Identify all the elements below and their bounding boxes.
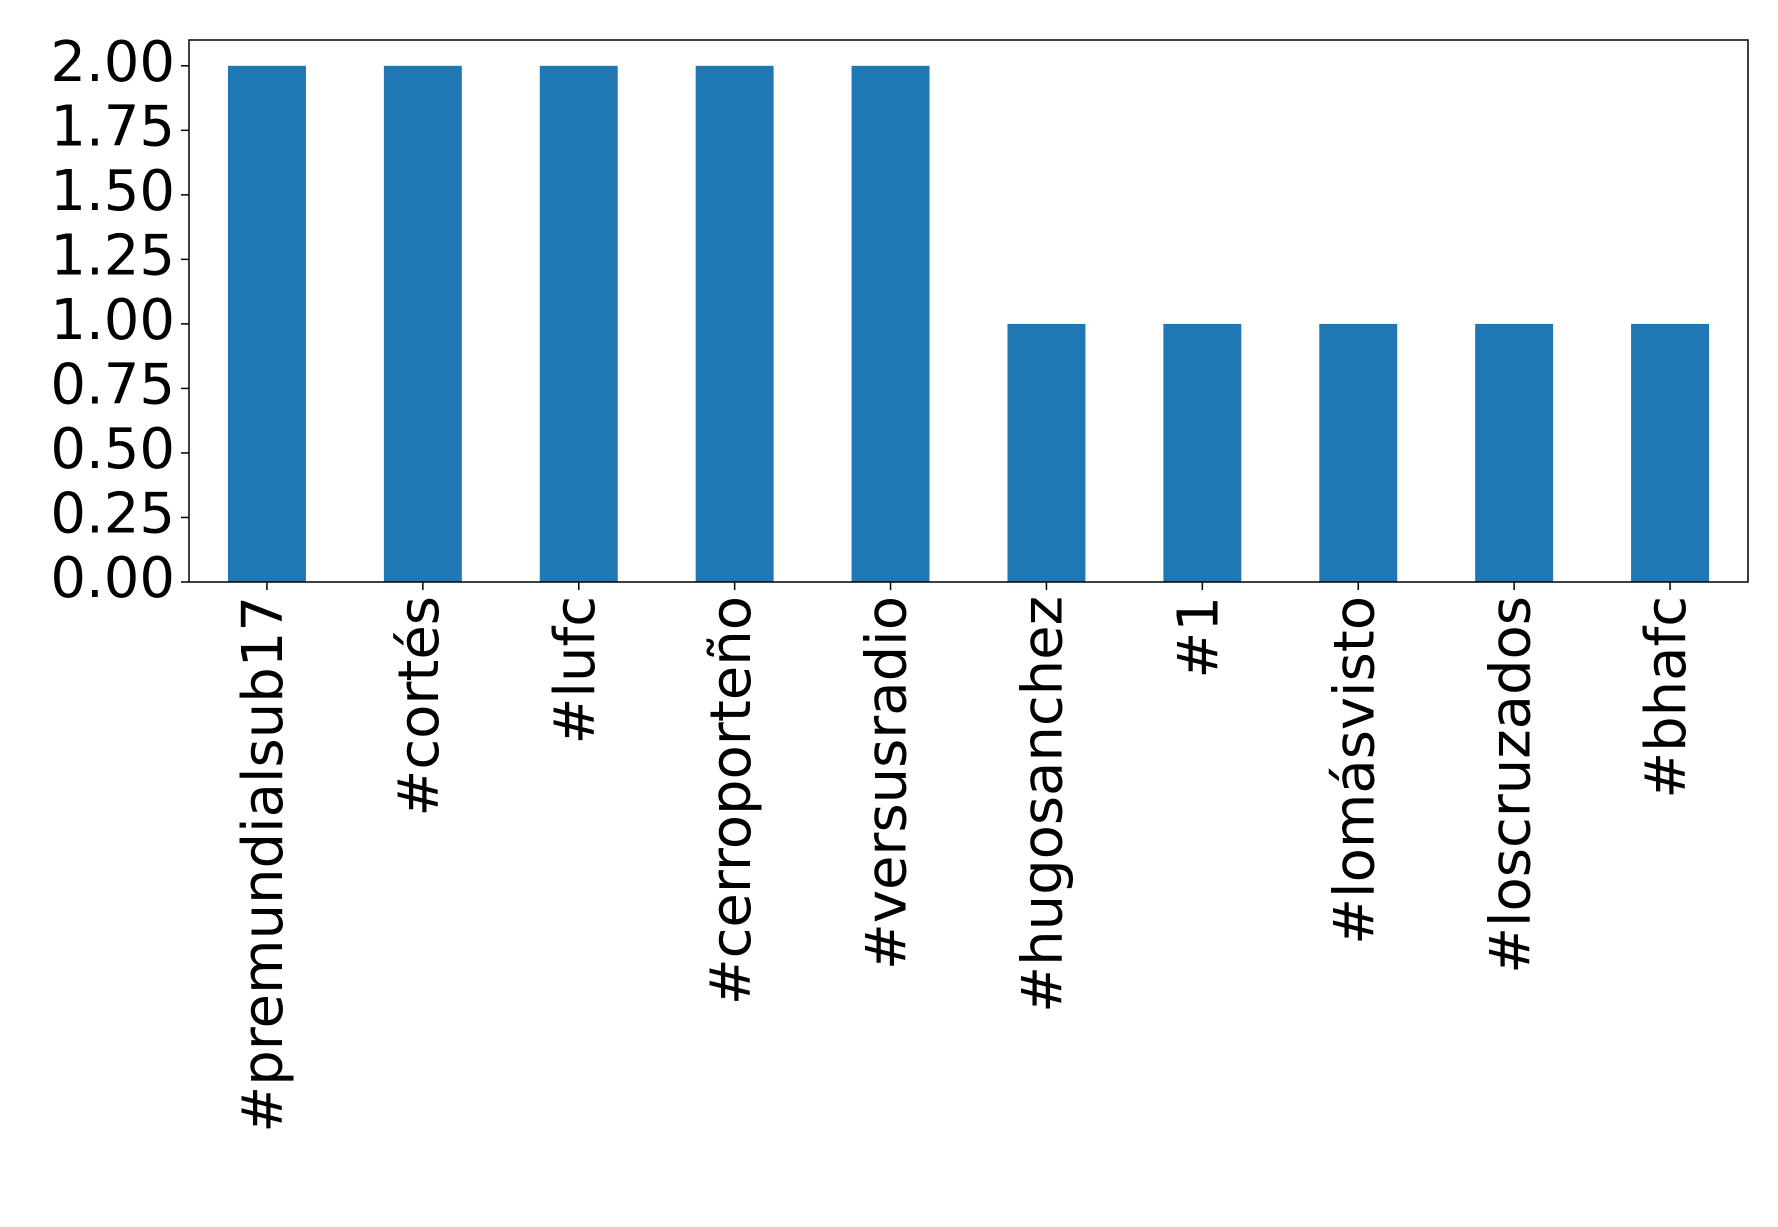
bar bbox=[383, 65, 462, 583]
x-tick-label: #versusradio bbox=[855, 596, 920, 970]
bar bbox=[1007, 323, 1086, 582]
y-tick-label: 0.25 bbox=[50, 482, 175, 547]
y-tick-label: 0.00 bbox=[50, 546, 175, 611]
y-tick-label: 1.00 bbox=[50, 288, 175, 353]
y-tick-label: 1.25 bbox=[50, 224, 175, 289]
y-tick-label: 1.75 bbox=[50, 94, 175, 159]
x-tick-label: #loscruzados bbox=[1478, 596, 1543, 974]
y-tick-label: 0.50 bbox=[50, 417, 175, 482]
x-tick-label: #cerroporteño bbox=[699, 596, 764, 1005]
bar bbox=[851, 65, 930, 583]
x-tick-label: #bhafc bbox=[1634, 596, 1699, 799]
bar bbox=[695, 65, 774, 583]
bar bbox=[1319, 323, 1398, 582]
bar bbox=[539, 65, 618, 583]
y-tick-label: 0.75 bbox=[50, 353, 175, 418]
y-tick-label: 1.50 bbox=[50, 159, 175, 224]
x-tick-label: #cortés bbox=[387, 596, 452, 817]
x-tick-label: #lufc bbox=[543, 596, 608, 744]
y-tick-label: 2.00 bbox=[50, 30, 175, 95]
x-tick-label: #lomásvisto bbox=[1322, 596, 1387, 945]
x-tick-label: #premundialsub17 bbox=[231, 596, 296, 1133]
bar bbox=[1631, 323, 1710, 582]
x-tick-label: #hugosanchez bbox=[1011, 596, 1076, 1013]
bar bbox=[227, 65, 306, 583]
plot-frame bbox=[188, 39, 1749, 583]
x-tick-label: #1 bbox=[1166, 596, 1231, 679]
bar bbox=[1475, 323, 1554, 582]
bar bbox=[1163, 323, 1242, 582]
